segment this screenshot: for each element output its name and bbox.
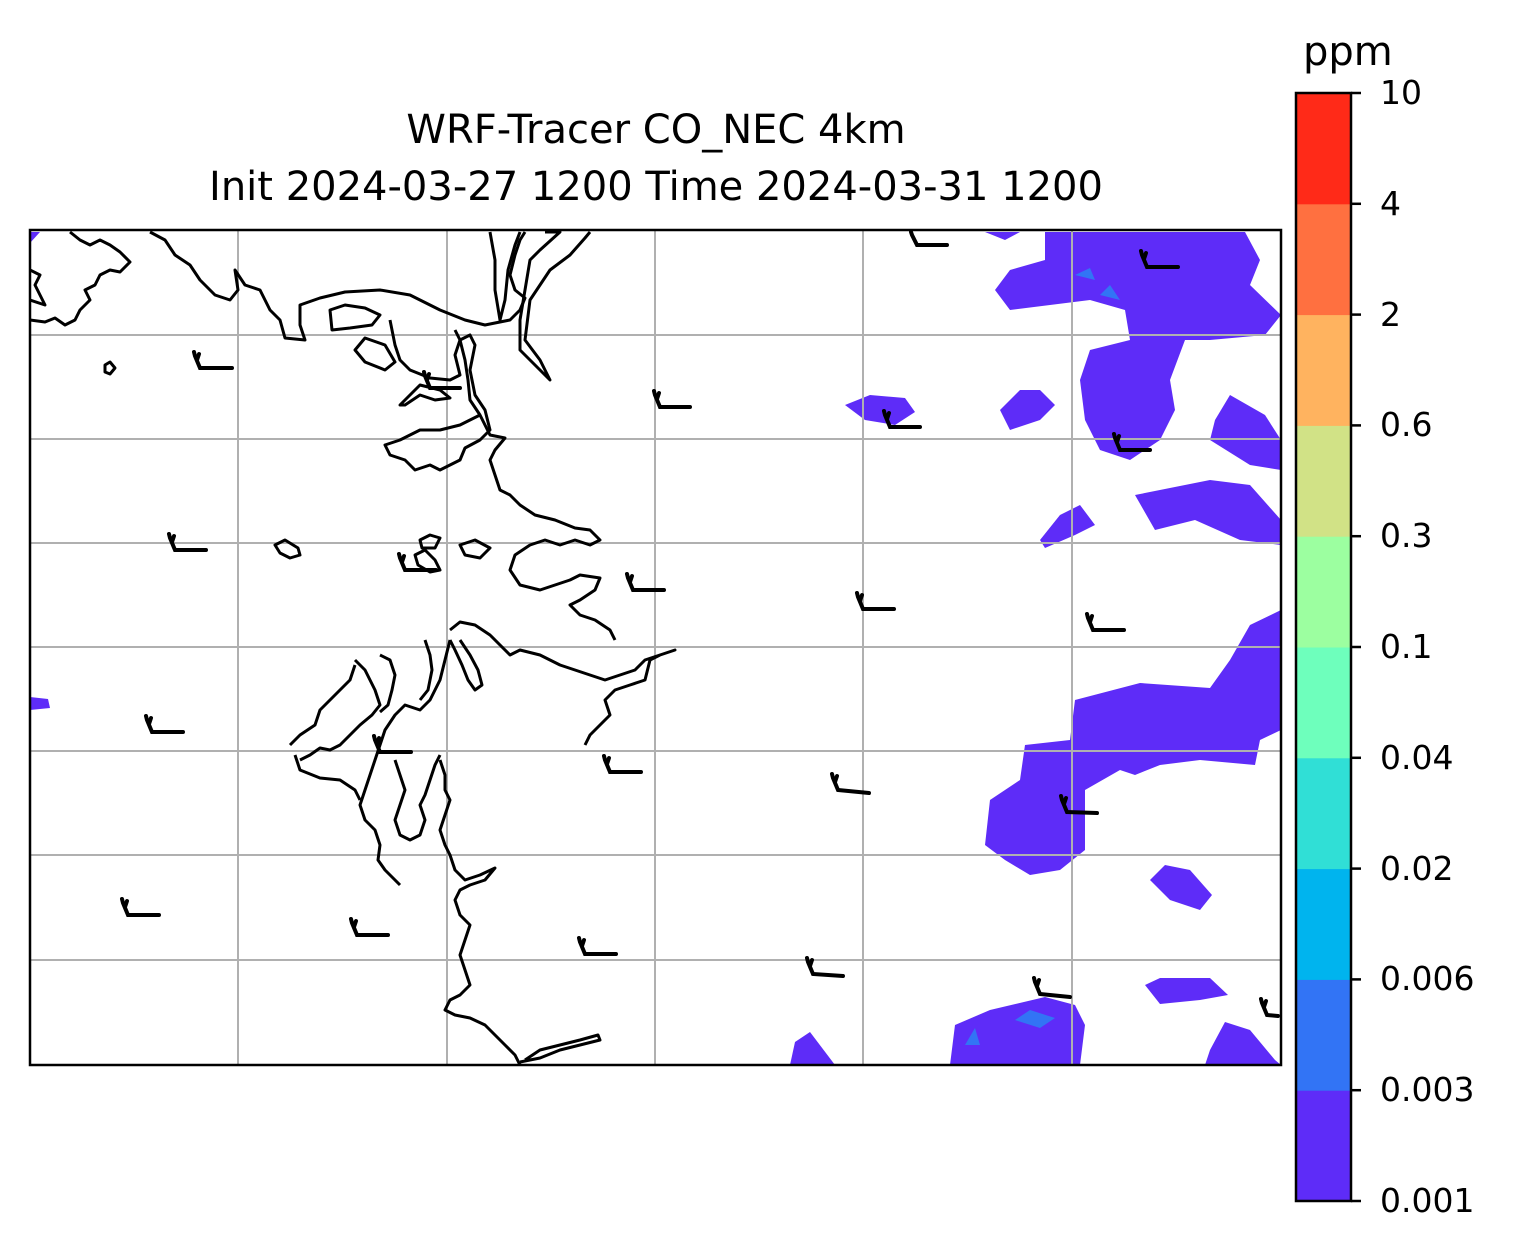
tracer-fill-patch-3 bbox=[845, 395, 915, 425]
wind-barb bbox=[167, 532, 208, 552]
colorbar-segment bbox=[1296, 868, 1351, 980]
wind-barb bbox=[1259, 997, 1280, 1018]
coastline-north-1 bbox=[30, 268, 47, 307]
coastline-south-7 bbox=[519, 1033, 602, 1064]
wind-barb bbox=[830, 772, 871, 795]
coastline-south-2 bbox=[299, 658, 382, 762]
tracer-fill-accent-3 bbox=[1015, 1010, 1055, 1028]
wind-barb bbox=[192, 350, 234, 370]
coastline-island-1 bbox=[103, 360, 117, 376]
tracer-fill-west-edge bbox=[30, 697, 50, 710]
colorbar-tick-label: 4 bbox=[1380, 183, 1401, 223]
gridlines bbox=[30, 230, 1281, 1065]
colorbar-segment bbox=[1296, 93, 1351, 205]
coastline-north-2 bbox=[30, 230, 132, 327]
colorbar-segment bbox=[1296, 647, 1351, 759]
coastline-south-5 bbox=[393, 754, 442, 842]
colorbar-tick-label: 0.1 bbox=[1380, 627, 1433, 666]
wind-barb bbox=[909, 230, 949, 247]
colorbar-segment bbox=[1296, 1090, 1351, 1202]
coastline-river-north-2 bbox=[518, 230, 592, 382]
tracer-fill-east-2 bbox=[1135, 480, 1281, 545]
coastline-mid-1 bbox=[413, 548, 442, 574]
tracer-fill-northeast bbox=[995, 232, 1281, 460]
wind-barb bbox=[144, 714, 185, 734]
colorbar-segment bbox=[1296, 425, 1351, 537]
coastline-river-north-1 bbox=[488, 231, 522, 322]
coastline-south-bay bbox=[449, 620, 677, 746]
wind-barb bbox=[349, 917, 390, 937]
wind-barb bbox=[120, 897, 161, 917]
coastline-island-3 bbox=[418, 533, 442, 550]
coastline-central-1 bbox=[453, 329, 617, 641]
tracer-fill-southeast bbox=[985, 610, 1281, 875]
wind-barb bbox=[1032, 976, 1072, 999]
wind-barb bbox=[1085, 612, 1126, 632]
tracer-fill-northwest-corner bbox=[30, 232, 40, 243]
colorbar-unit-label: ppm bbox=[1303, 29, 1393, 75]
colorbar-segment bbox=[1296, 979, 1351, 1091]
colorbar-segment bbox=[1296, 314, 1351, 426]
coastline-south-3 bbox=[288, 664, 357, 747]
coastline-north-4 bbox=[328, 303, 382, 332]
tracer-fill-accent-1 bbox=[1075, 268, 1095, 280]
colorbar-tick-label: 10 bbox=[1380, 73, 1422, 112]
wind-barb bbox=[422, 370, 462, 390]
colorbar-tick-label: 0.006 bbox=[1380, 959, 1475, 999]
wind-barb bbox=[577, 936, 618, 956]
coastline-channel-2 bbox=[418, 639, 434, 701]
tracer-fill-patch-4 bbox=[1150, 865, 1212, 910]
map-title-line-2: Init 2024-03-27 1200 Time 2024-03-31 120… bbox=[209, 164, 1103, 210]
colorbar bbox=[1294, 91, 1361, 1203]
wind-barb bbox=[805, 956, 845, 978]
colorbar-segment bbox=[1296, 757, 1351, 870]
colorbar-segment bbox=[1296, 536, 1351, 648]
coastline-south-6 bbox=[438, 759, 522, 1065]
colorbar-segment bbox=[1296, 203, 1351, 316]
wind-barb bbox=[372, 734, 413, 754]
coastline-layer bbox=[30, 230, 677, 1065]
coastline-north-5 bbox=[353, 336, 397, 372]
coastline-south-4 bbox=[293, 754, 362, 801]
colorbar-tick-label: 0.003 bbox=[1380, 1070, 1475, 1110]
map-title-line-1: WRF-Tracer CO_NEC 4km bbox=[406, 107, 906, 153]
wind-barb bbox=[1112, 432, 1152, 452]
coastline-north-3 bbox=[149, 230, 527, 342]
wind-barb bbox=[882, 409, 922, 429]
tracer-fill-accent-4 bbox=[965, 1028, 980, 1045]
wind-barb bbox=[1059, 794, 1099, 815]
colorbar-tick-label: 0.04 bbox=[1380, 737, 1454, 777]
colorbar-tick-label: 0.6 bbox=[1380, 405, 1433, 445]
coastline-channel-1 bbox=[448, 639, 484, 692]
wind-barb bbox=[1139, 249, 1180, 269]
wind-barb bbox=[602, 754, 643, 774]
tracer-fill-south-3 bbox=[790, 1032, 835, 1065]
tracer-fill-south-2 bbox=[1205, 1022, 1281, 1065]
wind-barb bbox=[855, 591, 896, 611]
wind-barb bbox=[625, 572, 666, 592]
wind-barb bbox=[652, 389, 692, 409]
colorbar-tick-label: 2 bbox=[1380, 294, 1401, 334]
wind-barb bbox=[397, 552, 438, 572]
colorbar-tick-label: 0.02 bbox=[1380, 848, 1454, 888]
colorbar-tick-label: 0.001 bbox=[1380, 1181, 1475, 1220]
tracer-fill-patch-5 bbox=[1145, 978, 1228, 1004]
coastline-central-bay bbox=[383, 319, 492, 472]
coastline-central-2 bbox=[398, 383, 452, 407]
wind-barbs bbox=[120, 230, 1280, 1018]
tracer-fill-patch-1 bbox=[1000, 390, 1055, 430]
colorbar-tick-label: 0.3 bbox=[1380, 516, 1433, 556]
coastline-channel-3 bbox=[379, 653, 397, 714]
map-frame bbox=[28, 228, 1283, 1067]
tracer-fill-east-1 bbox=[1210, 395, 1281, 470]
coastline-island-2 bbox=[273, 538, 302, 560]
tracer-fill-accent-2 bbox=[1100, 285, 1120, 300]
tracer-fill-patch-2 bbox=[1040, 505, 1095, 548]
coastline-south-1 bbox=[358, 639, 452, 887]
tracer-fill-south-1 bbox=[950, 997, 1085, 1065]
coastline-mid-2 bbox=[458, 538, 492, 560]
tracer-fill-north-small bbox=[985, 232, 1020, 240]
